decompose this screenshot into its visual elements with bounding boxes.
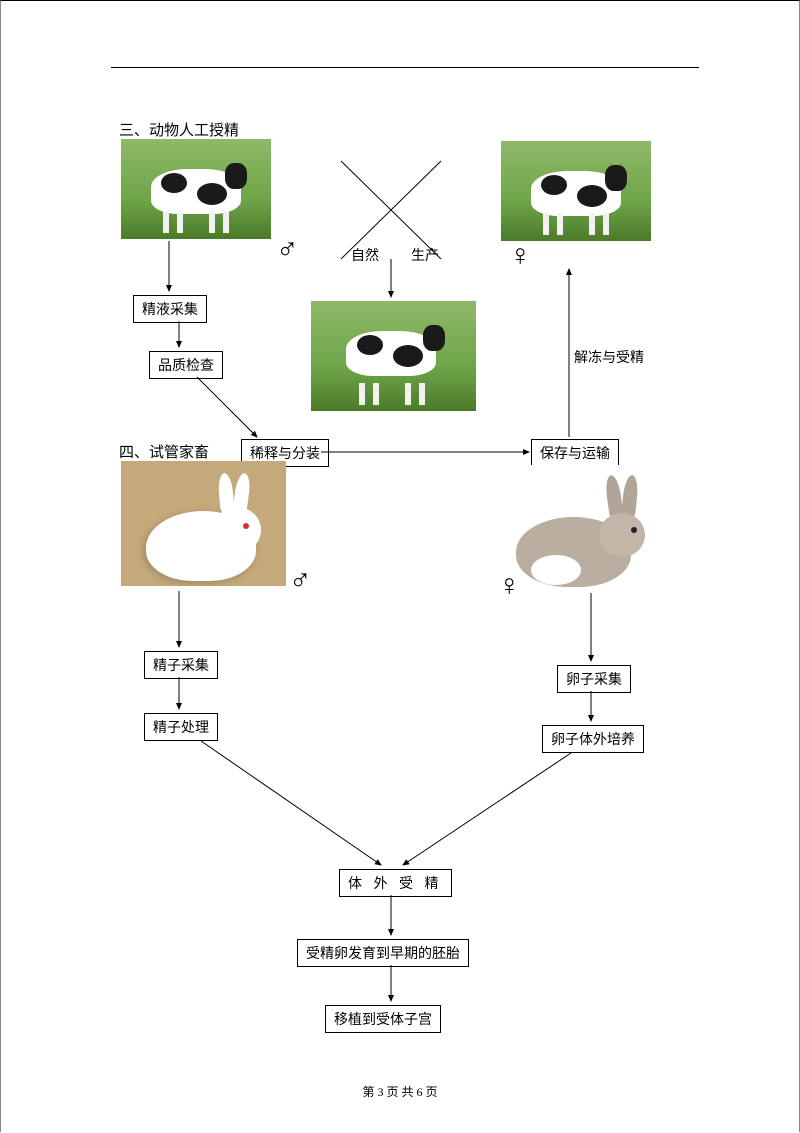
label-thaw-fertilize: 解冻与受精	[574, 347, 644, 367]
footer-mid: 页 共	[383, 1085, 416, 1099]
box-sperm-collect: 精子采集	[144, 651, 218, 679]
box-store: 保存与运输	[531, 439, 619, 467]
rabbit-male-image	[121, 461, 286, 586]
box-sperm-process: 精子处理	[144, 713, 218, 741]
cow-female-image	[501, 141, 651, 241]
page-footer: 第 3 页 共 6 页	[1, 1083, 799, 1100]
section-3-heading: 三、动物人工授精	[119, 119, 239, 140]
header-rule	[111, 67, 699, 68]
cross-label-right: 生产	[411, 245, 439, 265]
box-transfer: 移植到受体子宫	[325, 1005, 441, 1033]
document-page: 三、动物人工授精 ♂ ♀ 自然 生产 精液采集 品质检查 稀释与分装 保存与运输…	[0, 0, 800, 1132]
female-symbol-rabbit: ♀	[498, 569, 521, 603]
box-egg-culture: 卵子体外培养	[542, 725, 644, 753]
cow-male-image	[121, 139, 271, 239]
section-4-heading: 四、试管家畜	[119, 441, 209, 462]
male-symbol-cow: ♂	[276, 233, 299, 267]
box-egg-collect: 卵子采集	[557, 665, 631, 693]
male-symbol-rabbit: ♂	[289, 564, 312, 598]
footer-suffix: 页	[423, 1085, 438, 1099]
female-symbol-cow: ♀	[509, 239, 532, 273]
box-embryo: 受精卵发育到早期的胚胎	[297, 939, 469, 967]
footer-prefix: 第	[362, 1085, 377, 1099]
box-ivf: 体 外 受 精	[339, 869, 452, 897]
box-quality-check: 品质检查	[149, 351, 223, 379]
box-semen-collect: 精液采集	[133, 295, 207, 323]
cow-offspring-image	[311, 301, 476, 411]
cross-label-left: 自然	[351, 245, 379, 265]
